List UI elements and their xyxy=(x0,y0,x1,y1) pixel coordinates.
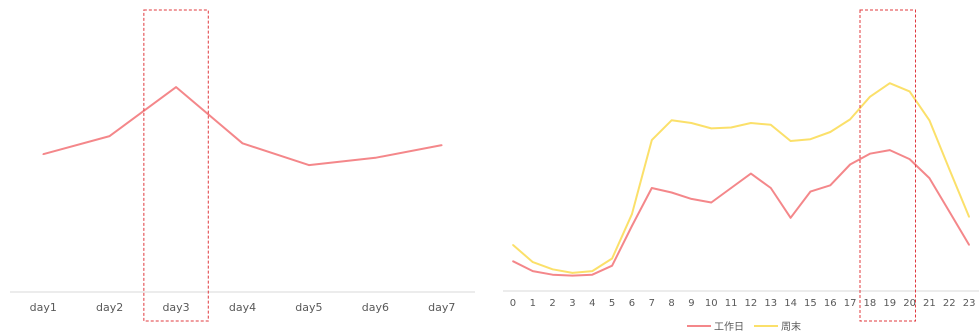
x-tick-label: 16 xyxy=(824,298,837,309)
x-tick-label: 4 xyxy=(589,298,595,309)
data-point xyxy=(888,82,891,85)
data-point xyxy=(670,191,673,194)
x-tick-label: 20 xyxy=(903,298,916,309)
x-tick-label: 22 xyxy=(943,298,956,309)
x-tick-label: 15 xyxy=(804,298,817,309)
data-point xyxy=(750,122,752,124)
data-point xyxy=(631,213,633,216)
data-point xyxy=(710,201,713,204)
data-point xyxy=(611,264,613,267)
x-tick-label: 1 xyxy=(530,298,536,309)
data-point xyxy=(948,168,951,170)
x-tick-label: day7 xyxy=(428,301,455,314)
data-point xyxy=(108,135,111,137)
data-point xyxy=(690,198,693,200)
data-point xyxy=(750,172,752,175)
data-point xyxy=(531,261,534,263)
data-point xyxy=(928,119,931,122)
data-point xyxy=(670,119,673,122)
data-point xyxy=(571,272,574,274)
data-point xyxy=(710,127,713,130)
x-tick-label: day4 xyxy=(229,301,256,314)
x-tick-label: day2 xyxy=(96,301,123,314)
data-point xyxy=(908,90,911,93)
data-point xyxy=(968,244,970,246)
x-tick-label: 14 xyxy=(784,298,797,309)
data-point xyxy=(849,163,851,166)
x-tick-label: 13 xyxy=(764,298,777,309)
data-point xyxy=(42,153,45,155)
data-point xyxy=(829,131,832,133)
data-point xyxy=(591,273,594,276)
series-line xyxy=(42,86,442,167)
x-tick-label: day5 xyxy=(295,301,322,314)
x-tick-label: 21 xyxy=(923,298,936,309)
data-point xyxy=(948,210,951,213)
data-point xyxy=(849,118,851,121)
data-point xyxy=(512,244,514,246)
legend-label: 周末 xyxy=(781,320,801,333)
x-tick-label: 0 xyxy=(510,298,516,309)
x-tick-label: 2 xyxy=(549,298,555,309)
data-point xyxy=(690,122,693,124)
data-point xyxy=(551,268,554,271)
data-point xyxy=(440,144,443,146)
data-point xyxy=(928,177,931,179)
data-point xyxy=(631,225,633,227)
data-point xyxy=(809,190,812,193)
hourly-line-chart: 0 1 2 3 4 5 6 7 8 9 10 11 12 13 14 15 16 17 18 19 20 21 22 23工作… xyxy=(503,9,979,333)
x-tick-label: 8 xyxy=(668,298,674,309)
x-tick-label: 7 xyxy=(649,298,655,309)
data-point xyxy=(551,273,554,276)
data-point xyxy=(374,157,377,159)
data-point xyxy=(650,187,653,189)
data-point xyxy=(789,217,792,219)
data-point xyxy=(730,126,732,129)
series-line xyxy=(512,82,971,274)
data-point xyxy=(531,270,534,272)
x-tick-label: 5 xyxy=(609,298,615,309)
x-tick-label: 12 xyxy=(745,298,758,309)
legend-label: 工作日 xyxy=(714,321,744,333)
x-tick-label: 18 xyxy=(864,298,877,309)
data-point xyxy=(611,257,613,260)
daily-line-chart: day1 day2 day3 day4 day5 day6 day7 xyxy=(10,9,475,322)
x-tick-label: day3 xyxy=(162,301,189,314)
x-tick-label: 19 xyxy=(883,298,896,309)
data-point xyxy=(888,149,891,151)
data-point xyxy=(571,274,574,277)
data-point xyxy=(809,138,812,141)
data-point xyxy=(769,123,772,126)
data-point xyxy=(789,140,792,142)
data-point xyxy=(591,270,594,272)
data-point xyxy=(175,86,177,88)
data-point xyxy=(241,142,244,145)
x-tick-label: 6 xyxy=(629,298,635,309)
series-line xyxy=(512,149,970,277)
data-point xyxy=(908,158,911,160)
x-tick-label: 23 xyxy=(963,298,976,309)
data-point xyxy=(730,187,732,189)
x-tick-label: 17 xyxy=(844,298,857,309)
x-tick-label: 11 xyxy=(725,298,738,309)
x-tick-label: 3 xyxy=(569,298,575,309)
data-point xyxy=(308,164,310,166)
highlight-box xyxy=(143,9,209,322)
data-point xyxy=(829,184,832,187)
x-tick-label: day6 xyxy=(362,301,389,314)
data-point xyxy=(769,187,772,189)
data-point xyxy=(869,95,871,98)
data-point xyxy=(968,216,970,218)
data-point xyxy=(650,139,653,141)
x-tick-label: 9 xyxy=(688,298,694,309)
data-point xyxy=(869,152,871,155)
data-point xyxy=(512,260,514,262)
x-tick-label: 10 xyxy=(705,298,718,309)
x-tick-label: day1 xyxy=(30,301,57,314)
highlight-box xyxy=(859,9,916,322)
